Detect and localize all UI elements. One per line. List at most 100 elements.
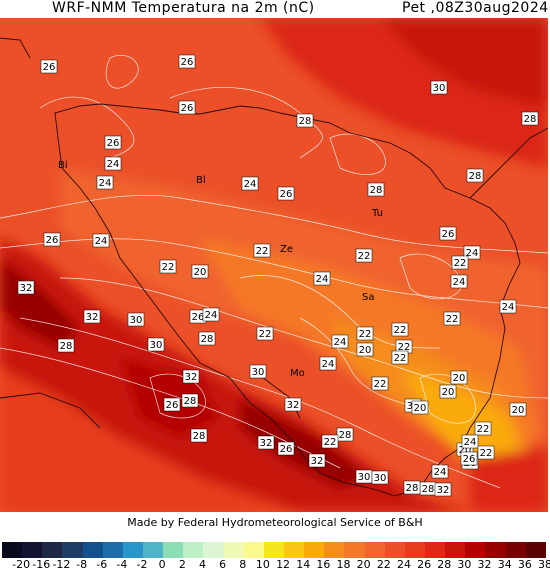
contour-label: 32 [308,453,326,468]
city-label: Ze [280,244,293,255]
svg-text:26: 26 [46,235,59,246]
legend-swatch [324,542,345,558]
svg-text:30: 30 [130,315,143,326]
svg-text:28: 28 [60,341,73,352]
contour-label: 20 [411,400,429,415]
contour-label: 26 [163,397,181,412]
legend-swatch [465,542,486,558]
legend-swatch [485,542,506,558]
svg-text:24: 24 [99,178,112,189]
legend-swatch [445,542,466,558]
legend-swatch [2,542,23,558]
svg-text:22: 22 [374,379,387,390]
svg-text:20: 20 [194,267,207,278]
contour-label: 22 [159,259,177,274]
legend-swatch [424,542,446,558]
contour-label: 22 [355,248,373,263]
svg-text:30: 30 [358,472,371,483]
svg-text:24: 24 [95,236,108,247]
contour-label: 30 [249,364,267,379]
legend-tick-label: 30 [457,558,472,571]
svg-text:26: 26 [463,454,476,465]
legend-tick-label: -8 [76,558,88,571]
legend-swatch [263,542,284,558]
legend-tick-label: 26 [417,558,432,571]
contour-label: 24 [96,175,114,190]
legend-swatch [223,542,244,558]
svg-text:28: 28 [406,483,419,494]
color-legend [2,542,546,558]
legend-tick-label: 16 [316,558,331,571]
svg-text:20: 20 [442,387,455,398]
contour-label: 28 [403,480,421,495]
svg-text:22: 22 [394,325,407,336]
contour-label: 28 [57,338,75,353]
legend-swatch [283,542,305,558]
legend-tick-label: 10 [255,558,270,571]
svg-text:24: 24 [322,359,335,370]
svg-text:26: 26 [192,312,205,323]
svg-text:26: 26 [442,229,455,240]
contour-label: 24 [461,434,479,449]
legend-tick-label: 14 [296,558,311,571]
contour-label: 28 [190,428,208,443]
legend-swatch [243,542,264,558]
svg-text:32: 32 [260,438,273,449]
city-label: Sa [362,292,374,303]
legend-swatch [42,542,63,558]
contour-label: 22 [256,326,274,341]
contour-label: 28 [198,331,216,346]
legend-swatch [505,542,526,558]
legend-tick-label: 20 [356,558,371,571]
svg-text:28: 28 [201,334,214,345]
legend-tick-label: 18 [336,558,351,571]
map-header: WRF-NMM Temperatura na 2m (nC) Pet ,08Z3… [0,0,550,18]
contour-label: 28 [521,111,539,126]
svg-text:26: 26 [181,103,194,114]
legend-tick-label: 38 [538,558,550,571]
legend-tick-label: 34 [497,558,512,571]
svg-text:24: 24 [316,274,329,285]
contour-label: 22 [253,243,271,258]
contour-label: 26 [178,100,196,115]
legend-swatch [183,542,204,558]
contour-label: 20 [509,402,527,417]
svg-text:26: 26 [166,400,179,411]
svg-text:26: 26 [280,189,293,200]
contour-label: 22 [391,322,409,337]
svg-text:32: 32 [185,372,198,383]
svg-text:22: 22 [446,314,459,325]
svg-text:22: 22 [259,329,272,340]
legend-swatch [163,542,184,558]
contour-label: 28 [336,427,354,442]
contour-label: 32 [434,482,452,497]
svg-text:22: 22 [398,342,411,353]
svg-text:24: 24 [464,437,477,448]
svg-text:28: 28 [422,484,435,495]
legend-tick-label: -6 [96,558,108,571]
svg-text:20: 20 [459,445,472,456]
contour-label: 22 [395,339,413,354]
legend-tick-label: -4 [116,558,128,571]
legend-swatch [525,542,546,558]
svg-text:24: 24 [107,159,120,170]
svg-text:30: 30 [433,83,446,94]
contour-label: 26 [277,186,295,201]
svg-text:28: 28 [299,116,312,127]
color-legend-ticks: -20 -16 -12 -8 -6 -4 -2 0 2 4 6 8 10 12 14 16 18 20 22 24 26… [0,558,550,571]
svg-text:30: 30 [150,340,163,351]
svg-text:20: 20 [359,345,372,356]
legend-swatch [364,542,385,558]
legend-swatch [122,542,143,558]
svg-text:28: 28 [193,431,206,442]
legend-swatch [142,542,164,558]
legend-swatch [62,542,83,558]
legend-swatch [404,542,425,558]
svg-text:22: 22 [256,246,269,257]
contour-label: 30 [430,80,448,95]
legend-swatch [203,542,224,558]
svg-text:30: 30 [252,367,265,378]
contour-label: 22 [371,376,389,391]
city-label: Mo [290,368,305,379]
